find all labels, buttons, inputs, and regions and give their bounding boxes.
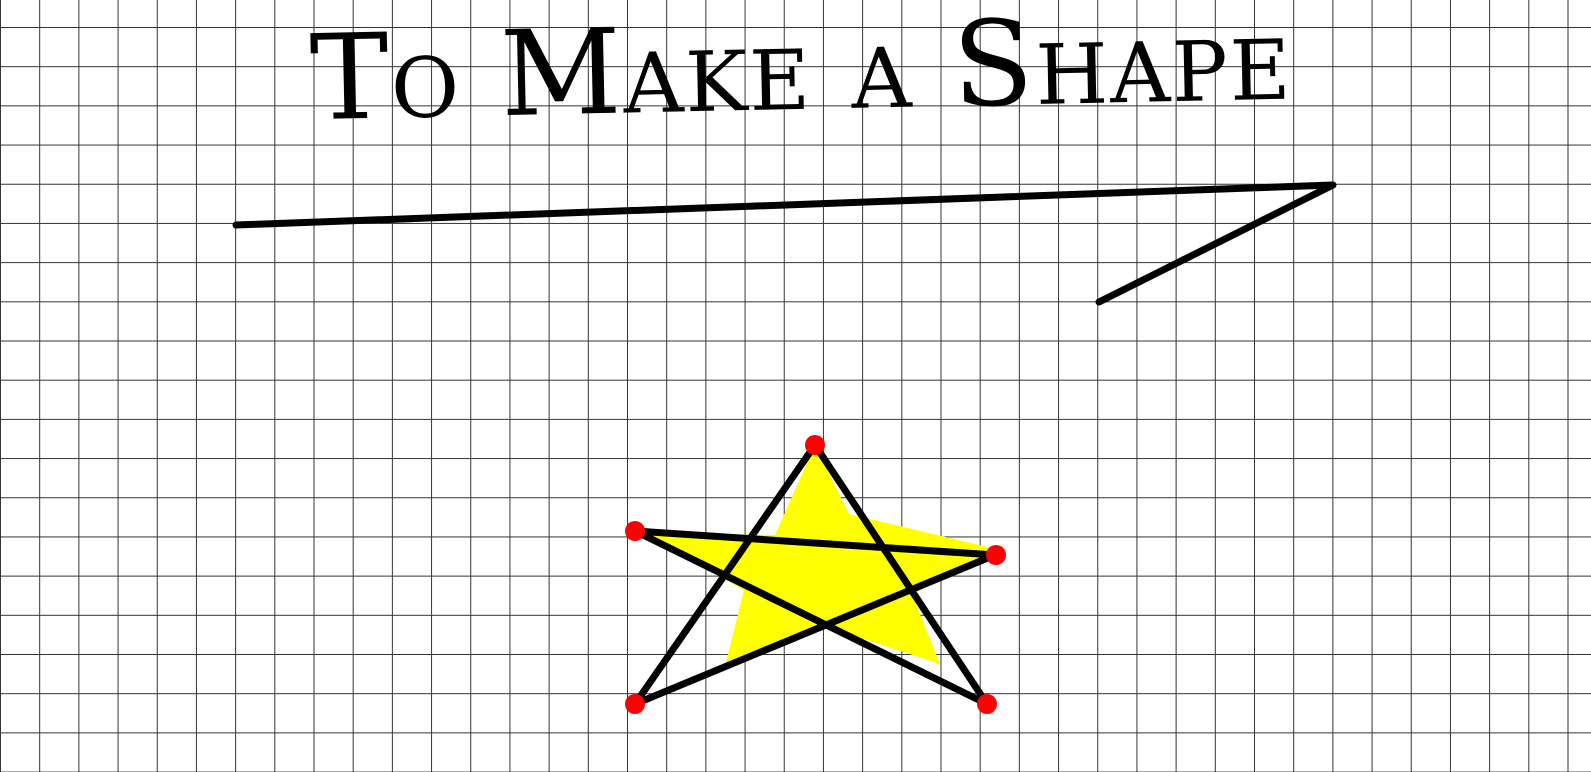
star-vertex-right — [986, 545, 1006, 565]
star-vertex-top — [805, 435, 825, 455]
star-vertex-bottom-left — [625, 694, 645, 714]
star-vertex-bottom-right — [977, 694, 997, 714]
star-vertex-left — [625, 521, 645, 541]
star-outline — [631, 441, 999, 708]
title-underline — [232, 181, 1337, 306]
star-fill — [643, 445, 1000, 666]
